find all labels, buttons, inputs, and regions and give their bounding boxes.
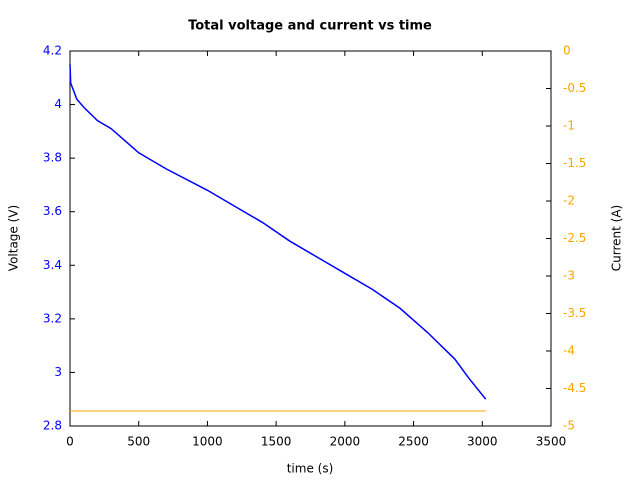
chart-title: Total voltage and current vs time [188,19,432,34]
x-tick-label: 3000 [467,435,498,449]
y-tick-label: 4 [54,97,62,111]
y-tick-label: 3.4 [43,258,62,272]
y2-tick-label: -2 [563,194,575,208]
x-tick-label: 0 [66,435,74,449]
y2-tick-label: 0 [563,44,571,58]
x-axis-label: time (s) [287,462,334,476]
x-tick-label: 2000 [330,435,361,449]
y-axis-label: Voltage (V) [7,205,21,271]
plot-frame [69,50,552,427]
y2-tick-label: -1 [563,119,575,133]
x-tick-label: 3500 [536,435,567,449]
y2-tick-label: -5 [563,419,575,433]
y2-tick-label: -3.5 [563,306,586,320]
y2-tick-label: -2.5 [563,231,586,245]
y2-tick-label: -3 [563,269,575,283]
x-tick-label: 1500 [261,435,292,449]
y-tick-label: 3.2 [43,311,62,325]
y-tick-label: 3 [54,365,62,379]
x-tick-label: 2500 [398,435,429,449]
series-line [69,64,487,400]
y2-axis-label: Current (A) [610,205,624,271]
x-tick-label: 500 [127,435,150,449]
x-tick-label: 1000 [192,435,223,449]
y2-tick-label: -0.5 [563,81,586,95]
y-tick-label: 3.6 [43,204,62,218]
y2-tick-label: -1.5 [563,156,586,170]
y2-tick-label: -4 [563,344,575,358]
y-tick-label: 4.2 [43,44,62,58]
y-tick-label: 3.8 [43,151,62,165]
y2-tick-label: -4.5 [563,381,586,395]
y-tick-label: 2.8 [43,419,62,433]
